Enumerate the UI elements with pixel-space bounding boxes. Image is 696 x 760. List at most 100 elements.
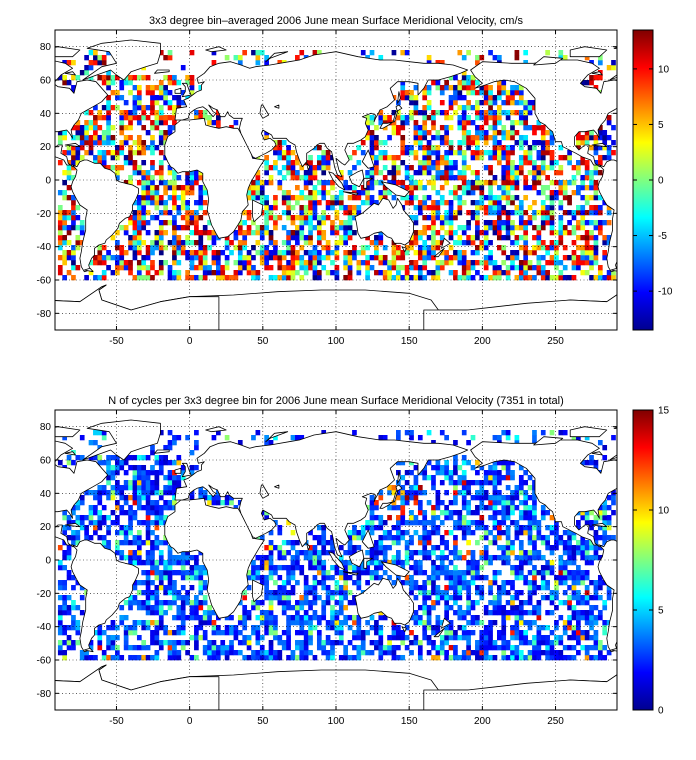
heatmap-cell — [444, 540, 449, 546]
heatmap-cell — [378, 525, 384, 531]
heatmap-cell — [532, 140, 537, 146]
heatmap-cell — [562, 590, 568, 596]
heatmap-cell — [439, 595, 445, 601]
heatmap-cell — [602, 540, 608, 546]
heatmap-cell — [409, 430, 414, 436]
heatmap-cell — [580, 575, 586, 581]
heatmap-cell — [369, 555, 375, 561]
heatmap-cell — [470, 180, 476, 186]
heatmap-cell — [369, 560, 375, 566]
heatmap-cell — [501, 655, 507, 661]
heatmap-cell — [483, 630, 489, 636]
heatmap-cell — [110, 490, 116, 496]
heatmap-cell — [172, 105, 177, 111]
heatmap-cell — [387, 505, 392, 511]
heatmap-cell — [215, 645, 221, 651]
heatmap-cell — [549, 545, 555, 551]
heatmap-cell — [492, 265, 498, 271]
heatmap-cell — [268, 175, 274, 181]
heatmap-cell — [602, 140, 608, 146]
heatmap-cell — [426, 205, 432, 211]
heatmap-cell — [176, 100, 182, 106]
heatmap-cell — [378, 615, 384, 621]
heatmap-cell — [453, 75, 458, 81]
heatmap-cell — [154, 145, 160, 151]
heatmap-cell — [57, 140, 63, 146]
heatmap-cell — [396, 525, 401, 531]
heatmap-cell — [404, 540, 410, 546]
heatmap-cell — [523, 120, 529, 126]
heatmap-cell — [501, 180, 507, 186]
heatmap-cell — [505, 230, 511, 236]
heatmap-cell — [439, 635, 445, 641]
heatmap-cell — [281, 580, 287, 586]
heatmap-cell — [369, 500, 375, 506]
heatmap-cell — [158, 165, 164, 171]
heatmap-cell — [567, 255, 572, 261]
heatmap-cell — [475, 270, 480, 276]
heatmap-cell — [488, 195, 493, 201]
heatmap-cell — [382, 520, 388, 526]
heatmap-cell — [475, 245, 480, 251]
heatmap-cell — [496, 435, 502, 441]
heatmap-cell — [431, 505, 436, 511]
heatmap-cell — [532, 175, 537, 181]
heatmap-cell — [431, 215, 436, 221]
heatmap-cell — [518, 565, 524, 571]
heatmap-cell — [461, 55, 467, 61]
heatmap-cell — [496, 530, 502, 536]
heatmap-cell — [220, 265, 226, 271]
heatmap-cell — [518, 600, 524, 606]
heatmap-cell — [330, 225, 335, 231]
heatmap-cell — [536, 625, 542, 631]
heatmap-cell — [448, 635, 454, 641]
heatmap-cell — [141, 255, 147, 261]
heatmap-cell — [299, 50, 305, 56]
heatmap-cell — [316, 275, 322, 281]
heatmap-cell — [391, 645, 397, 651]
heatmap-cell — [365, 115, 370, 121]
heatmap-cell — [145, 475, 151, 481]
heatmap-cell — [453, 535, 458, 541]
heatmap-cell — [602, 625, 608, 631]
heatmap-cell — [510, 240, 515, 246]
heatmap-cell — [549, 200, 555, 206]
heatmap-cell — [128, 175, 133, 181]
heatmap-cell — [580, 140, 586, 146]
heatmap-cell — [488, 225, 493, 231]
heatmap-cell — [194, 225, 199, 231]
heatmap-cell — [356, 210, 362, 216]
land-outline — [433, 627, 445, 638]
land-outline — [64, 142, 81, 148]
heatmap-cell — [593, 170, 599, 176]
heatmap-cell — [457, 140, 463, 146]
heatmap-cell — [382, 245, 388, 251]
heatmap-cell — [510, 490, 515, 496]
heatmap-cell — [338, 590, 344, 596]
heatmap-cell — [189, 465, 195, 471]
heatmap-cell — [374, 645, 379, 651]
heatmap-cell — [286, 165, 291, 171]
heatmap-cell — [290, 530, 296, 536]
heatmap-cell — [466, 145, 471, 151]
heatmap-cell — [229, 275, 234, 281]
heatmap-cell — [259, 255, 265, 261]
heatmap-cell — [426, 140, 432, 146]
heatmap-cell — [597, 555, 603, 561]
heatmap-cell — [268, 570, 274, 576]
heatmap-cell — [470, 140, 476, 146]
heatmap-cell — [360, 185, 366, 191]
heatmap-cell — [115, 655, 120, 661]
heatmap-cell — [273, 630, 278, 636]
heatmap-cell — [453, 595, 458, 601]
heatmap-cell — [435, 190, 441, 196]
heatmap-cell — [246, 210, 252, 216]
heatmap-cell — [75, 580, 81, 586]
heatmap-cell — [154, 505, 160, 511]
heatmap-cell — [536, 635, 542, 641]
heatmap-cell — [444, 230, 449, 236]
heatmap-cell — [88, 510, 94, 516]
heatmap-cell — [374, 570, 379, 576]
heatmap-cell — [527, 510, 533, 516]
heatmap-cell — [189, 260, 195, 266]
